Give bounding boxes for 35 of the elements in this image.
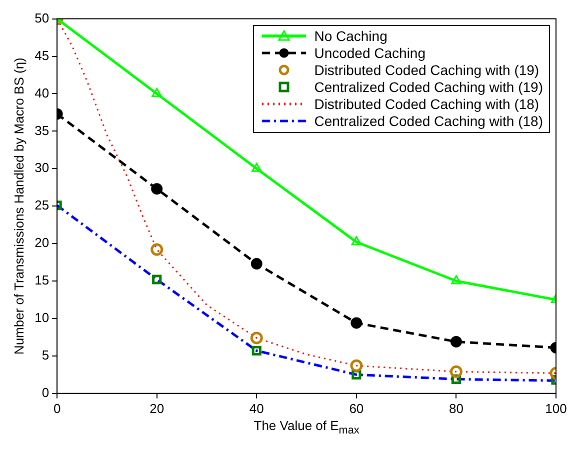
y-tick-label: 5 (42, 348, 50, 363)
point (151, 183, 163, 195)
legend-label: No Caching (314, 28, 388, 44)
point (450, 336, 462, 348)
legend-label: Distributed Coded Caching with (18) (314, 96, 540, 112)
y-tick-label: 0 (42, 384, 50, 400)
point (152, 274, 162, 284)
point (150, 243, 164, 256)
y-tick-label: 25 (34, 198, 50, 213)
legend-label: Uncoded Caching (314, 45, 426, 62)
x-tick-label: 0 (53, 400, 61, 416)
y-axis-title: Number of Transmissions Handled by Macro BS (η) (11, 58, 26, 355)
y-tick-label: 10 (34, 310, 50, 326)
legend-label: Distributed Coded Caching with (19) (314, 62, 540, 78)
y-tick-label: 35 (34, 122, 50, 138)
point (350, 359, 363, 372)
y-tick-label: 50 (34, 10, 50, 26)
point (250, 258, 262, 270)
legend-label: Centralized Coded Caching with (19) (314, 79, 543, 96)
point (350, 317, 362, 329)
point (252, 346, 262, 356)
point (250, 332, 263, 344)
x-tick-label: 80 (448, 400, 464, 416)
x-tick-label: 100 (545, 400, 567, 416)
x-tick-label: 60 (349, 400, 364, 416)
x-axis-title: The Value of E$_{max}$ (252, 418, 360, 437)
y-tick-label: 40 (34, 85, 50, 100)
y-tick-label: 20 (34, 235, 50, 250)
y-tick-label: 30 (34, 160, 50, 176)
x-tick-label: 40 (249, 400, 264, 416)
point (450, 365, 462, 378)
y-tick-label: 15 (34, 272, 50, 288)
y-tick-label: 45 (34, 48, 50, 63)
legend-label: Centralized Coded Caching with (18) (314, 113, 543, 130)
x-tick-label: 20 (150, 400, 164, 416)
